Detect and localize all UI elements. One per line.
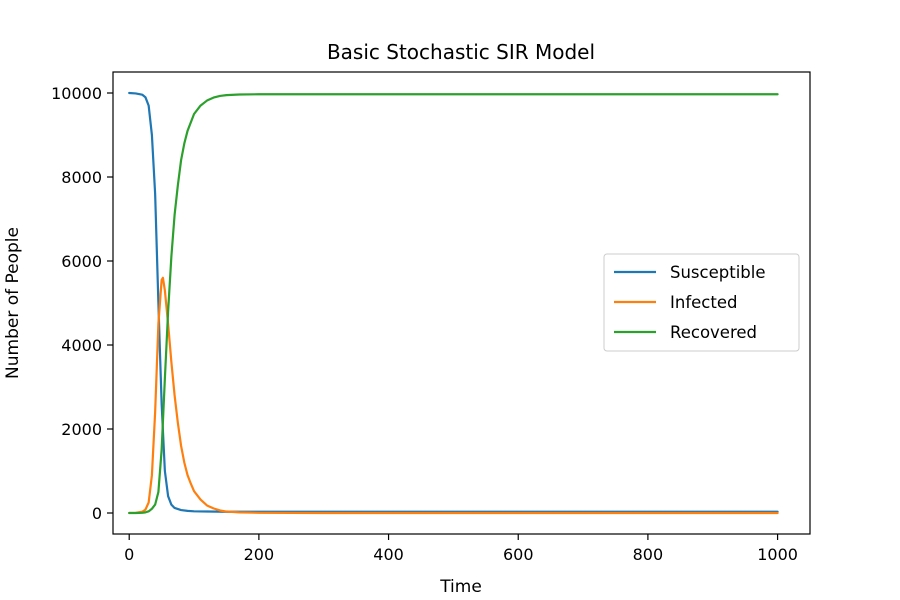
x-tick-label: 0 xyxy=(124,545,134,564)
x-axis: 0 200 400 600 800 1000 xyxy=(124,534,798,564)
y-tick-label: 8000 xyxy=(61,168,102,187)
x-axis-title: Time xyxy=(439,577,482,597)
y-tick-label: 4000 xyxy=(61,336,102,355)
legend-box xyxy=(603,253,800,352)
x-tick-label: 600 xyxy=(503,545,534,564)
y-tick-label: 10000 xyxy=(51,84,102,103)
x-tick-label: 400 xyxy=(373,545,404,564)
series-line-infected xyxy=(128,276,779,515)
x-tick-label: 200 xyxy=(244,545,275,564)
series-line-recovered xyxy=(128,93,779,515)
x-tick-label: 1000 xyxy=(757,545,798,564)
legend-label-infected: Infected xyxy=(670,293,737,312)
y-tick-label: 0 xyxy=(92,504,102,523)
series-line-susceptible xyxy=(128,91,779,513)
legend: Susceptible Infected Recovered xyxy=(603,253,800,352)
y-axis-title: Number of People xyxy=(3,227,23,379)
y-tick-label: 6000 xyxy=(61,252,102,271)
legend-label-susceptible: Susceptible xyxy=(670,263,766,282)
y-tick-label: 2000 xyxy=(61,420,102,439)
series-lines xyxy=(128,91,779,515)
x-tick-label: 800 xyxy=(633,545,664,564)
plot-frame xyxy=(112,71,811,535)
legend-label-recovered: Recovered xyxy=(670,323,757,342)
chart-title: Basic Stochastic SIR Model xyxy=(327,40,595,64)
y-axis: 0 2000 4000 6000 8000 10000 xyxy=(51,84,113,523)
